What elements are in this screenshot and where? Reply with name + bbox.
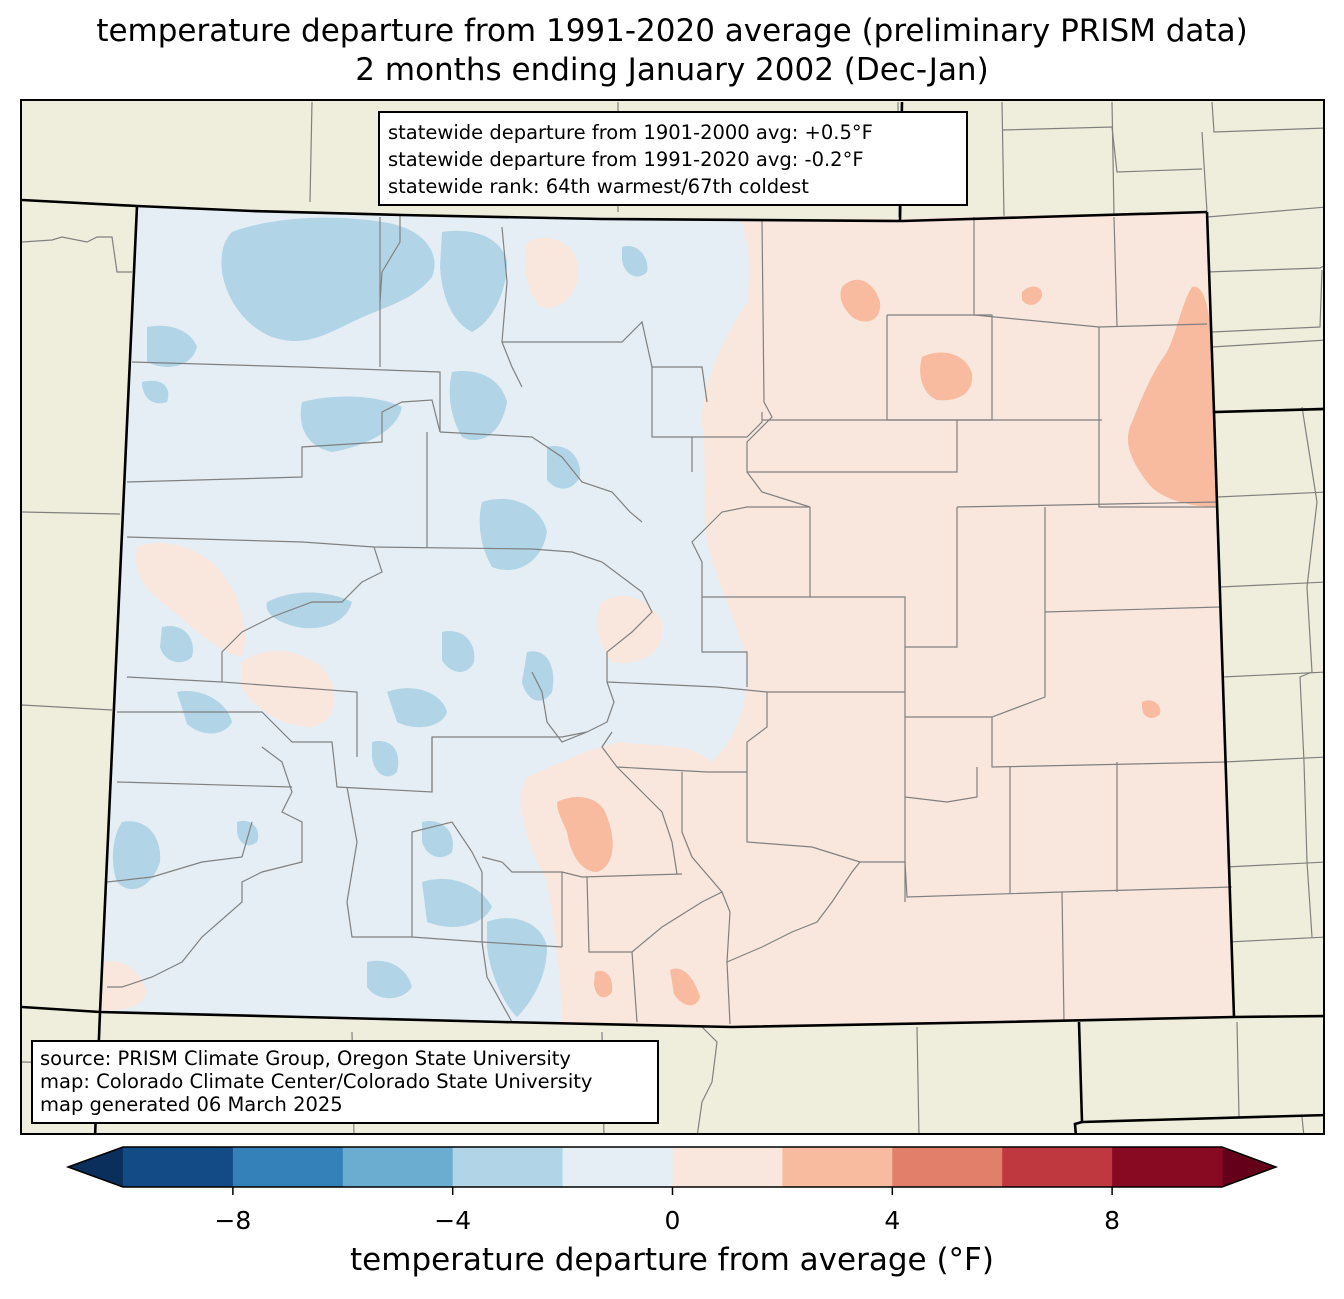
state-borders	[22, 101, 1323, 1133]
warm-region-west-1	[135, 542, 246, 657]
stats-line-1: statewide departure from 1901-2000 avg: …	[388, 121, 873, 144]
map-title: temperature departure from 1991-2020 ave…	[0, 12, 1344, 90]
colorbar-tick-label-3: 4	[884, 1206, 900, 1235]
colorbar-bin-7	[892, 1147, 1003, 1187]
colorbar-bin-8	[1002, 1147, 1113, 1187]
colorado-county-lines	[106, 215, 1233, 1025]
colorbar: −8 −4 0 4 8	[65, 1146, 1279, 1235]
colorbar-bin-0	[123, 1147, 234, 1187]
warm-region-sanluis	[596, 595, 663, 663]
colorbar-bin-2	[342, 1147, 454, 1187]
stats-line-2: statewide departure from 1991-2020 avg: …	[388, 148, 864, 171]
colorbar-bin-9	[1112, 1147, 1223, 1187]
warm-patches	[557, 279, 1217, 1006]
title-line-2: 2 months ending January 2002 (Dec-Jan)	[355, 52, 989, 88]
colorado-temperature-map	[22, 101, 1323, 1133]
warm-region-north	[525, 237, 578, 308]
warm-region-west-2	[242, 650, 335, 727]
colorbar-label: temperature departure from average (°F)	[350, 1242, 994, 1278]
colorbar-tick-label-1: −4	[434, 1206, 471, 1235]
title-line-1: temperature departure from 1991-2020 ave…	[96, 13, 1248, 49]
colorbar-tick-label-4: 8	[1104, 1206, 1120, 1235]
colorbar-bin-1	[232, 1147, 344, 1187]
colorbar-tick-label-2: 0	[665, 1206, 681, 1235]
colorbar-bin-5	[672, 1147, 783, 1187]
source-box: source: PRISM Climate Group, Oregon Stat…	[31, 1040, 659, 1124]
colorbar-bin-4	[562, 1147, 673, 1187]
colorbar-bin-3	[452, 1147, 564, 1187]
colorbar-over-arrow	[1222, 1147, 1276, 1187]
source-line-2: map: Colorado Climate Center/Colorado St…	[40, 1070, 593, 1093]
stats-line-3: statewide rank: 64th warmest/67th coldes…	[388, 175, 809, 198]
colorbar-outline	[65, 1146, 1279, 1188]
statewide-stats-box: statewide departure from 1901-2000 avg: …	[378, 111, 968, 206]
warm-region-east	[520, 212, 1234, 1027]
source-line-1: source: PRISM Climate Group, Oregon Stat…	[40, 1047, 571, 1070]
map-frame	[20, 99, 1325, 1135]
colorbar-bin-6	[782, 1147, 893, 1187]
colorbar-under-arrow	[68, 1147, 123, 1187]
colorbar-tick-label-0: −8	[214, 1206, 251, 1235]
source-line-3: map generated 06 March 2025	[40, 1093, 343, 1116]
